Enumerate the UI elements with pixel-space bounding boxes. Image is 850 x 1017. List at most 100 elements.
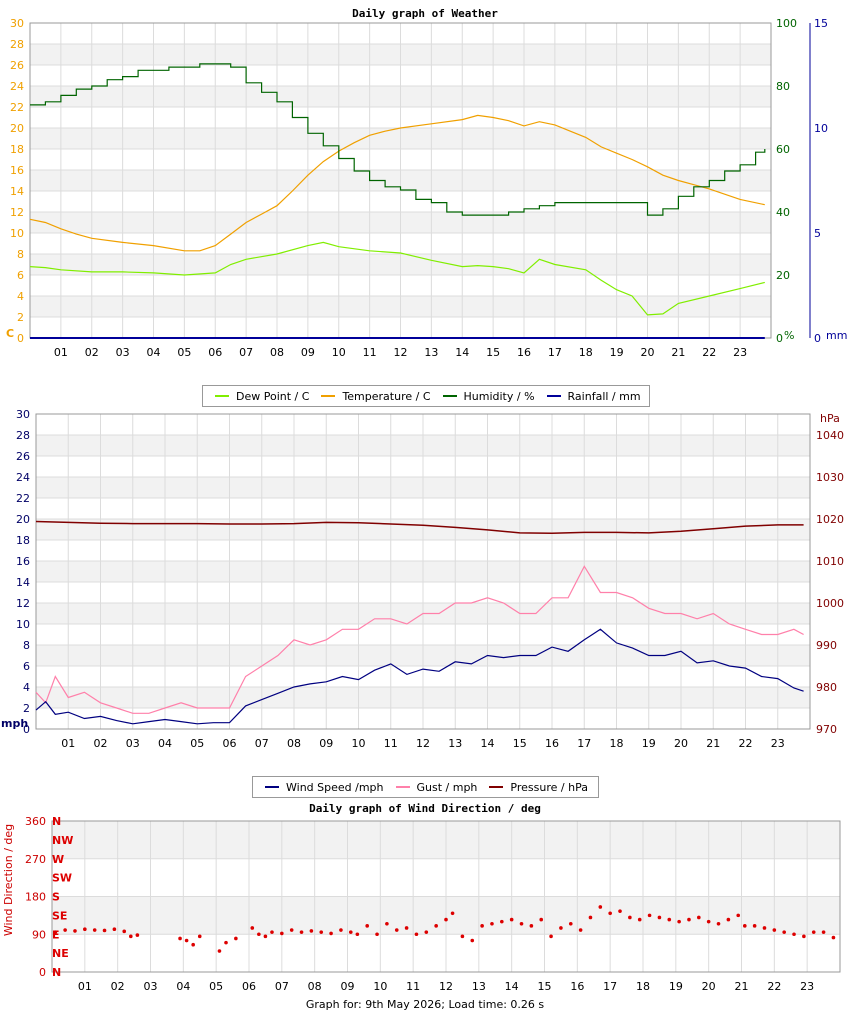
direction-point xyxy=(742,924,747,928)
direction-point xyxy=(63,928,67,932)
rainfall-tick-label: 5 xyxy=(814,227,821,240)
direction-point xyxy=(762,926,767,930)
direction-point xyxy=(355,932,360,937)
direction-point xyxy=(309,929,314,933)
c2-left-tick-label: 2 xyxy=(23,702,30,715)
c2-x-tick-label: 03 xyxy=(126,737,140,750)
compass-label: W xyxy=(52,853,64,866)
c3-x-tick-label: 14 xyxy=(505,980,519,993)
c2-x-tick-label: 11 xyxy=(384,737,398,750)
c1-x-tick-label: 10 xyxy=(332,346,346,359)
c1-x-tick-label: 07 xyxy=(239,346,253,359)
wind-legend: Wind Speed /mph Gust / mph Pressure / hPa xyxy=(252,776,599,798)
direction-point xyxy=(319,930,324,934)
c3-left-tick-label: 360 xyxy=(25,815,46,828)
pressure-tick-label: 1020 xyxy=(816,513,844,526)
compass-label: S xyxy=(52,891,60,904)
weather-legend: Dew Point / C Temperature / C Humidity / %… xyxy=(202,385,650,407)
wind-direction-chart: Daily graph of Wind Direction / deg Wind… xyxy=(2,802,841,993)
legend-label: Temperature / C xyxy=(342,389,431,403)
legend-item: Gust / mph xyxy=(395,780,478,794)
direction-point xyxy=(490,921,494,926)
c1-left-tick-label: 4 xyxy=(17,290,24,303)
c1-x-tick-label: 15 xyxy=(486,346,500,359)
c2-x-tick-label: 13 xyxy=(448,737,462,750)
direction-point xyxy=(519,921,524,926)
c2-left-tick-label: 14 xyxy=(16,576,30,589)
direction-point xyxy=(736,913,741,918)
c3-left-tick-label: 180 xyxy=(25,891,46,904)
wind-left-axis-label: mph xyxy=(1,717,28,730)
weather-chart-title: Daily graph of Weather xyxy=(352,7,498,20)
pressure-tick-label: 1010 xyxy=(816,555,844,568)
humidity-tick-label: 40 xyxy=(776,206,790,219)
direction-point xyxy=(559,926,563,930)
c2-left-tick-label: 12 xyxy=(16,597,30,610)
c3-left-tick-label: 0 xyxy=(39,966,46,979)
humidity-tick-label: 0 xyxy=(776,332,783,345)
c2-left-tick-label: 22 xyxy=(16,492,30,505)
compass-label: SE xyxy=(52,909,67,922)
direction-point xyxy=(726,917,731,922)
footer-date: 9th May 2026 xyxy=(365,998,442,1011)
c1-x-tick-label: 18 xyxy=(579,346,593,359)
c3-x-tick-label: 16 xyxy=(570,980,584,993)
c1-left-tick-label: 16 xyxy=(10,164,24,177)
direction-point xyxy=(460,934,465,939)
c1-x-tick-label: 11 xyxy=(363,346,377,359)
direction-point xyxy=(706,919,711,924)
c2-left-tick-label: 28 xyxy=(16,429,30,442)
direction-point xyxy=(250,926,255,930)
compass-label: NE xyxy=(52,947,69,960)
c1-x-tick-label: 16 xyxy=(517,346,531,359)
direction-point xyxy=(588,915,593,920)
series-temperature-line xyxy=(29,114,765,252)
c1-left-tick-label: 12 xyxy=(10,206,24,219)
direction-point xyxy=(657,915,662,920)
c2-x-tick-label: 02 xyxy=(94,737,108,750)
c2-left-tick-label: 16 xyxy=(16,555,30,568)
c2-left-tick-label: 10 xyxy=(16,618,30,631)
direction-point xyxy=(217,949,222,953)
legend-swatch xyxy=(215,395,229,397)
c1-left-tick-label: 2 xyxy=(17,311,24,324)
c3-x-tick-label: 06 xyxy=(242,980,256,993)
direction-point xyxy=(772,928,777,932)
c2-x-tick-label: 08 xyxy=(287,737,301,750)
direction-point xyxy=(112,927,117,932)
direction-point xyxy=(628,915,632,920)
legend-label: Gust / mph xyxy=(416,780,478,794)
c1-left-tick-label: 6 xyxy=(17,269,24,282)
c1-x-tick-label: 06 xyxy=(208,346,222,359)
direction-point xyxy=(782,930,786,934)
c3-x-tick-label: 21 xyxy=(735,980,749,993)
legend-item: Temperature / C xyxy=(321,389,431,403)
c2-x-tick-label: 17 xyxy=(577,737,591,750)
c2-x-tick-label: 15 xyxy=(513,737,527,750)
c2-left-tick-label: 20 xyxy=(16,513,30,526)
c3-x-tick-label: 10 xyxy=(373,980,387,993)
c1-left-tick-label: 18 xyxy=(10,143,24,156)
legend-label: Dew Point / C xyxy=(236,389,310,403)
footer-load-time: 0.26 s xyxy=(510,998,545,1011)
c2-x-tick-label: 21 xyxy=(706,737,720,750)
c1-x-tick-label: 01 xyxy=(54,346,68,359)
c1-x-tick-label: 21 xyxy=(671,346,685,359)
c3-x-tick-label: 03 xyxy=(144,980,158,993)
c2-x-tick-label: 14 xyxy=(481,737,495,750)
direction-point xyxy=(197,934,202,939)
legend-swatch xyxy=(395,786,410,788)
c1-left-tick-label: 8 xyxy=(17,248,24,261)
direction-point xyxy=(480,924,484,928)
pressure-tick-label: 990 xyxy=(816,639,837,652)
direction-point xyxy=(289,928,294,932)
direction-point xyxy=(677,919,681,924)
direction-point xyxy=(802,934,806,939)
c2-left-tick-label: 18 xyxy=(16,534,30,547)
humidity-tick-label: 100 xyxy=(776,17,797,30)
wind-chart: 0246810121416182022242628309709809901000… xyxy=(1,408,844,750)
pressure-tick-label: 970 xyxy=(816,723,837,736)
c3-x-tick-label: 01 xyxy=(78,980,92,993)
direction-axis-label: Wind Direction / deg xyxy=(2,824,15,936)
direction-point xyxy=(178,936,182,941)
